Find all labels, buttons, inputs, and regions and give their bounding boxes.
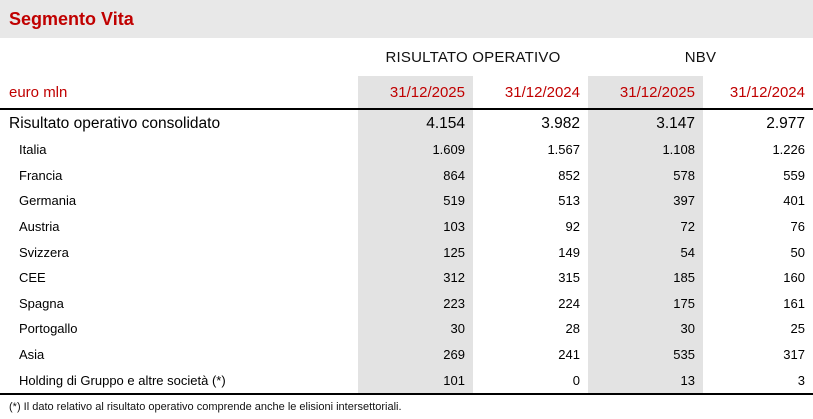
cell-value: 223	[358, 290, 473, 317]
table-bottom-border	[0, 392, 813, 395]
date-header-ro-2025: 31/12/2025	[358, 76, 473, 108]
cell-value: 1.108	[588, 137, 703, 163]
cell-value: 4.154	[358, 110, 473, 137]
row-label: Spagna	[19, 295, 64, 311]
table-row: Austria 103 92 72 76	[0, 213, 813, 240]
cell-value: 3.982	[541, 114, 580, 132]
row-label: Asia	[19, 347, 45, 363]
table-body: Risultato operativo consolidato 4.154 3.98…	[0, 110, 813, 393]
row-label: Svizzera	[19, 244, 69, 260]
row-label: Francia	[19, 167, 63, 183]
cell-value: 101	[358, 367, 473, 393]
cell-value: 519	[358, 188, 473, 214]
table-row: Asia 269 241 535 317	[0, 341, 813, 368]
cell-value: 397	[588, 188, 703, 214]
table-row: Risultato operativo consolidato 4.154 3.98…	[0, 110, 813, 137]
cell-value: 50	[790, 244, 805, 260]
cell-value: 185	[588, 264, 703, 291]
cell-value: 125	[358, 239, 473, 265]
cell-value: 513	[558, 193, 580, 209]
row-label: Portogallo	[19, 321, 78, 337]
cell-value: 1.226	[772, 142, 805, 158]
date-header-nbv-2025: 31/12/2025	[588, 76, 703, 108]
cell-value: 1.609	[358, 137, 473, 163]
date-header-row: euro mln 31/12/2025 31/12/2024 31/12/202…	[0, 76, 813, 108]
cell-value: 0	[572, 372, 580, 388]
footnote: (*) Il dato relativo al risultato operat…	[9, 400, 402, 413]
table-row: Spagna 223 224 175 161	[0, 290, 813, 317]
cell-value: 401	[783, 193, 805, 209]
cell-value: 72	[588, 213, 703, 240]
row-label: Germania	[19, 193, 77, 209]
group-header-risultato-operativo: RISULTATO OPERATIVO	[385, 48, 561, 66]
cell-value: 13	[588, 367, 703, 393]
cell-value: 161	[783, 295, 805, 311]
table-top-border	[0, 108, 813, 110]
table-row: Holding di Gruppo e altre società (*) 101…	[0, 367, 813, 393]
cell-value: 54	[588, 239, 703, 265]
table-row: Francia 864 852 578 559	[0, 162, 813, 189]
cell-value: 312	[358, 264, 473, 291]
cell-value: 160	[783, 270, 805, 286]
cell-value: 864	[358, 162, 473, 189]
table-row: CEE 312 315 185 160	[0, 264, 813, 291]
row-label: Holding di Gruppo e altre società (*)	[19, 372, 226, 388]
cell-value: 317	[783, 347, 805, 363]
table-row: Portogallo 30 28 30 25	[0, 316, 813, 342]
cell-value: 2.977	[766, 114, 805, 132]
cell-value: 175	[588, 290, 703, 317]
row-label: CEE	[19, 270, 46, 286]
row-label: Italia	[19, 142, 47, 158]
cell-value: 25	[790, 321, 805, 337]
cell-value: 535	[588, 341, 703, 368]
cell-value: 28	[565, 321, 580, 337]
cell-value: 103	[358, 213, 473, 240]
cell-value: 224	[558, 295, 580, 311]
row-label: Risultato operativo consolidato	[9, 114, 221, 132]
cell-value: 76	[790, 219, 805, 235]
table-row: Germania 519 513 397 401	[0, 188, 813, 214]
group-header-row: RISULTATO OPERATIVO NBV	[0, 38, 813, 76]
cell-value: 92	[565, 219, 580, 235]
unit-label: euro mln	[9, 83, 68, 101]
cell-value: 149	[558, 244, 580, 260]
cell-value: 269	[358, 341, 473, 368]
page-title: Segmento Vita	[9, 8, 134, 29]
cell-value: 3	[797, 372, 805, 388]
date-header-nbv-2024: 31/12/2024	[729, 83, 805, 101]
cell-value: 30	[358, 316, 473, 342]
cell-value: 852	[558, 167, 580, 183]
cell-value: 578	[588, 162, 703, 189]
cell-value: 559	[783, 167, 805, 183]
table-row: Italia 1.609 1.567 1.108 1.226	[0, 137, 813, 163]
date-header-ro-2024: 31/12/2024	[504, 83, 580, 101]
table-row: Svizzera 125 149 54 50	[0, 239, 813, 265]
cell-value: 315	[558, 270, 580, 286]
title-bar: Segmento Vita	[0, 0, 813, 38]
group-header-nbv: NBV	[684, 48, 717, 66]
cell-value: 3.147	[588, 110, 703, 137]
cell-value: 241	[558, 347, 580, 363]
row-label: Austria	[19, 219, 60, 235]
cell-value: 30	[588, 316, 703, 342]
cell-value: 1.567	[547, 142, 580, 158]
